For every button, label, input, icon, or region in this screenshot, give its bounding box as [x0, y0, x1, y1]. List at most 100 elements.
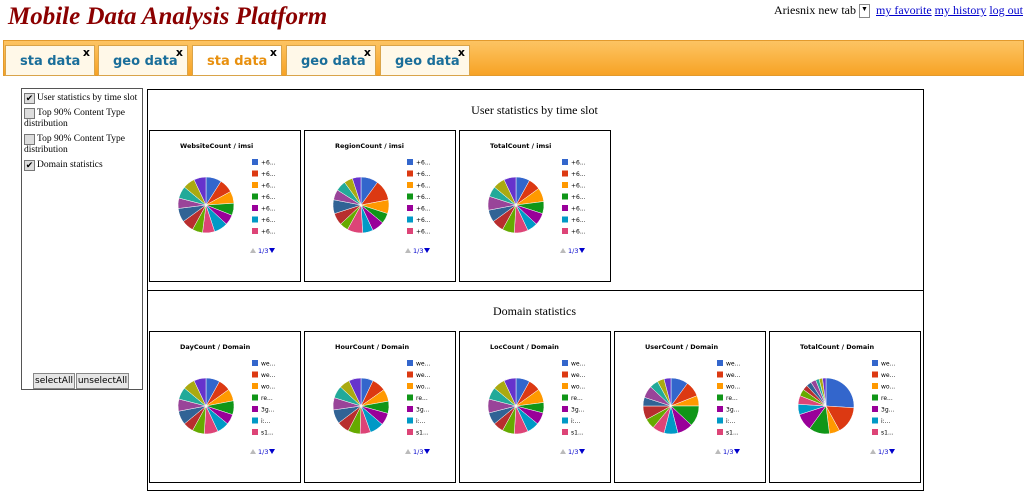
pager-next[interactable] [424, 449, 430, 454]
legend-swatch [562, 205, 568, 211]
main-panel [147, 89, 924, 491]
legend-swatch [407, 406, 413, 412]
tab-close[interactable]: x [363, 46, 371, 59]
tab[interactable]: geo data x [98, 45, 188, 76]
legend-label: we... [726, 372, 740, 379]
legend-swatch [252, 417, 258, 424]
legend-swatch [872, 360, 878, 366]
chart-panel: LocCount / Domain we... we... wo... re... 3g.… [459, 331, 611, 483]
legend-swatch [872, 406, 878, 412]
checkbox[interactable]: ✔ [24, 160, 35, 171]
legend-label: +6... [416, 229, 431, 236]
checkbox[interactable]: ✔ [24, 93, 35, 104]
pager-next[interactable] [424, 248, 430, 253]
pager-label: 1/3 [258, 247, 268, 255]
legend-swatch [407, 193, 413, 200]
pager-label: 1/3 [878, 448, 888, 456]
tab[interactable]: geo data x [286, 45, 376, 76]
dropdown[interactable]: ▼ [859, 4, 870, 19]
legend-swatch [252, 383, 258, 389]
chart-title: RegionCount / imsi [335, 142, 404, 150]
legend-swatch [407, 383, 413, 389]
legend-label: re... [416, 395, 428, 402]
item-label: Domain statistics [37, 160, 103, 170]
pie-chart: DayCount / Domain we... we... wo... re... 3g.… [177, 343, 275, 456]
pager-prev[interactable] [715, 449, 721, 454]
pager-label: 1/3 [413, 448, 423, 456]
legend-label: +6... [571, 229, 586, 236]
tab-close[interactable]: x [82, 46, 90, 59]
pie-chart: RegionCount / imsi +6... +6... +6... +6... +6… [332, 142, 431, 255]
pager-next[interactable] [269, 449, 275, 454]
legend-label: 3g... [881, 407, 894, 414]
legend-label: +6... [261, 183, 276, 190]
legend-swatch [252, 228, 258, 234]
checkbox[interactable] [24, 134, 35, 145]
pager-next[interactable] [734, 449, 740, 454]
legend-swatch [407, 360, 413, 366]
legend-label: re... [571, 395, 583, 402]
chart-title: LocCount / Domain [490, 343, 559, 351]
pager-next[interactable] [889, 449, 895, 454]
legend-swatch [872, 417, 878, 424]
tab-close[interactable]: x [269, 46, 277, 59]
legend-swatch [252, 429, 258, 435]
legend-label: +6... [261, 194, 276, 201]
legend-swatch [407, 429, 413, 435]
legend-label: +6... [261, 160, 276, 167]
legend-swatch [562, 182, 568, 188]
button[interactable]: selectAll [33, 373, 75, 389]
checkbox[interactable] [24, 108, 35, 119]
legend-label: +6... [261, 206, 276, 213]
tab-label: geo data [113, 54, 178, 69]
legend-swatch [252, 394, 258, 401]
chart-panel: WebsiteCount / imsi +6... +6... +6... +6... +… [149, 130, 301, 282]
legend-swatch [717, 394, 723, 401]
legend-swatch [562, 193, 568, 200]
legend-label: +6... [261, 171, 276, 178]
legend-label: +6... [416, 171, 431, 178]
legend-label: +6... [571, 217, 586, 224]
tab-label: sta data [20, 54, 81, 69]
tab[interactable]: sta data x [192, 45, 282, 76]
pie-chart: TotalCount / Domain we... we... wo... re... 3… [797, 343, 895, 456]
legend-swatch [562, 228, 568, 234]
new-tab[interactable]: new tab [818, 3, 856, 17]
pager-next[interactable] [269, 248, 275, 253]
legend-swatch [717, 417, 723, 424]
pager-prev[interactable] [250, 449, 256, 454]
legend-label: s1... [261, 430, 274, 437]
legend-label: wo... [726, 384, 740, 391]
pie-slice [193, 377, 207, 407]
pager-prev[interactable] [405, 248, 411, 253]
legend-swatch [562, 159, 568, 165]
chart-panel: DayCount / Domain we... we... wo... re... 3g.… [149, 331, 301, 483]
legend-label: we... [416, 372, 430, 379]
link[interactable]: log out [989, 3, 1023, 17]
legend-label: s1... [726, 430, 739, 437]
pager-prev[interactable] [560, 248, 566, 253]
legend-swatch [872, 429, 878, 435]
pager-next[interactable] [579, 449, 585, 454]
legend-label: we... [261, 372, 275, 379]
link[interactable]: my history [934, 3, 987, 17]
legend-label: i:... [571, 418, 581, 425]
pager-prev[interactable] [405, 449, 411, 454]
button[interactable]: unselectAll [76, 373, 129, 389]
legend-swatch [252, 371, 258, 378]
tab-label: geo data [395, 54, 460, 69]
tab-close[interactable]: x [175, 46, 183, 59]
pager-next[interactable] [579, 248, 585, 253]
legend-swatch [252, 406, 258, 412]
tab-close[interactable]: x [457, 46, 465, 59]
tab[interactable]: geo data x [380, 45, 470, 76]
link[interactable]: my favorite [876, 3, 932, 17]
legend-label: 3g... [571, 407, 584, 414]
chart-title: DayCount / Domain [180, 343, 251, 351]
sidebar-item: ✔ Domain statistics [24, 160, 142, 171]
pager-prev[interactable] [560, 449, 566, 454]
legend-swatch [407, 228, 413, 234]
tab[interactable]: sta data x [5, 45, 95, 76]
pager-prev[interactable] [870, 449, 876, 454]
pager-prev[interactable] [250, 248, 256, 253]
